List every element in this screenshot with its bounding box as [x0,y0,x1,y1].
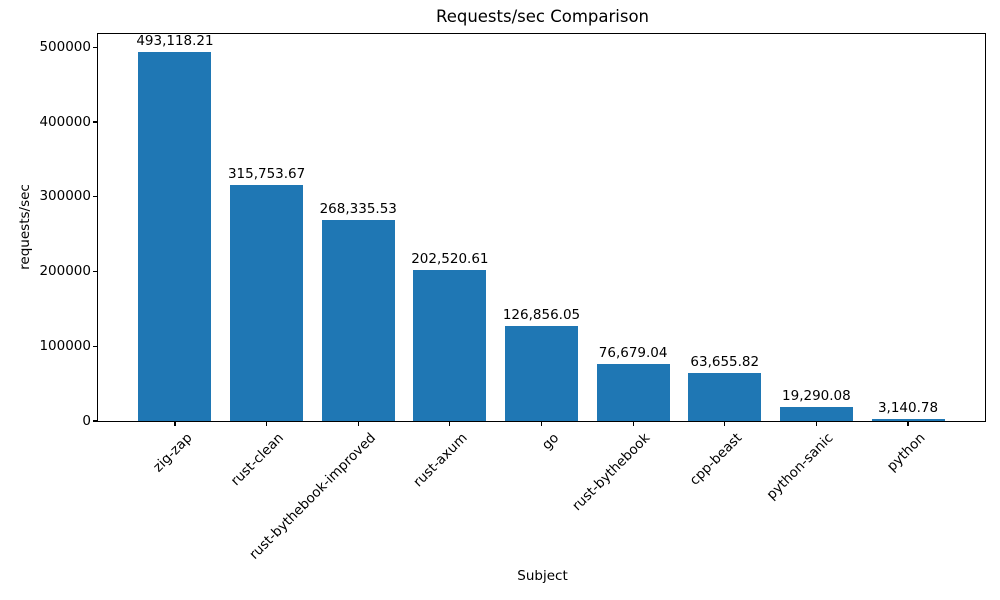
x-tick-label: zig-zap [149,430,196,476]
y-tick-mark [93,345,98,347]
bar [138,52,212,421]
bar [413,269,487,421]
bar [779,406,853,421]
x-tick-label: cpp-beast [686,430,746,489]
x-tick-mark [449,421,451,426]
x-tick-mark [632,421,634,426]
bar-value-label: 76,679.04 [598,344,668,361]
bar-value-label: 202,520.61 [411,250,489,267]
x-tick-mark [266,421,268,426]
y-tick-label: 200000 [39,263,91,279]
bar [230,184,304,421]
bar [505,326,578,421]
bar [321,220,395,421]
y-tick-label: 500000 [39,38,91,55]
x-tick-mark [174,421,176,426]
y-tick-label: 100000 [39,337,91,354]
x-tick-mark [540,421,543,426]
y-tick-label: 400000 [39,113,91,130]
bar-value-label: 268,335.53 [319,201,397,218]
y-tick-mark [93,196,98,198]
x-tick-mark [815,421,817,426]
x-tick-label: rust-clean [227,430,287,490]
x-tick-label: go [538,430,562,454]
y-tick-mark [93,46,98,48]
bar-value-label: 126,856.05 [502,307,581,324]
bar [688,373,762,421]
bar [871,418,945,421]
bar [596,363,670,421]
x-tick-mark [357,421,359,426]
x-tick-mark [907,421,909,426]
x-tick-label: rust-axum [409,430,471,491]
x-tick-label: rust-bythebook [569,430,654,515]
bar-value-label: 315,753.67 [227,165,306,182]
bar-value-label: 3,140.78 [877,399,939,416]
bar-value-label: 63,655.82 [690,354,760,371]
x-tick-label: python-sanic [763,430,837,503]
y-tick-label: 300000 [39,188,91,205]
x-tick-mark [724,421,726,426]
chart-title: Requests/sec Comparison [435,7,650,26]
y-tick-label: 0 [82,412,91,429]
bar-value-label: 493,118.21 [136,33,214,50]
y-axis-label: requests/sec [17,184,33,270]
x-axis-label: Subject [517,568,568,584]
y-tick-mark [93,121,98,123]
y-tick-mark [93,270,98,273]
y-tick-mark [93,420,98,422]
x-tick-label: python [883,430,929,475]
bar-value-label: 19,290.08 [782,387,851,404]
